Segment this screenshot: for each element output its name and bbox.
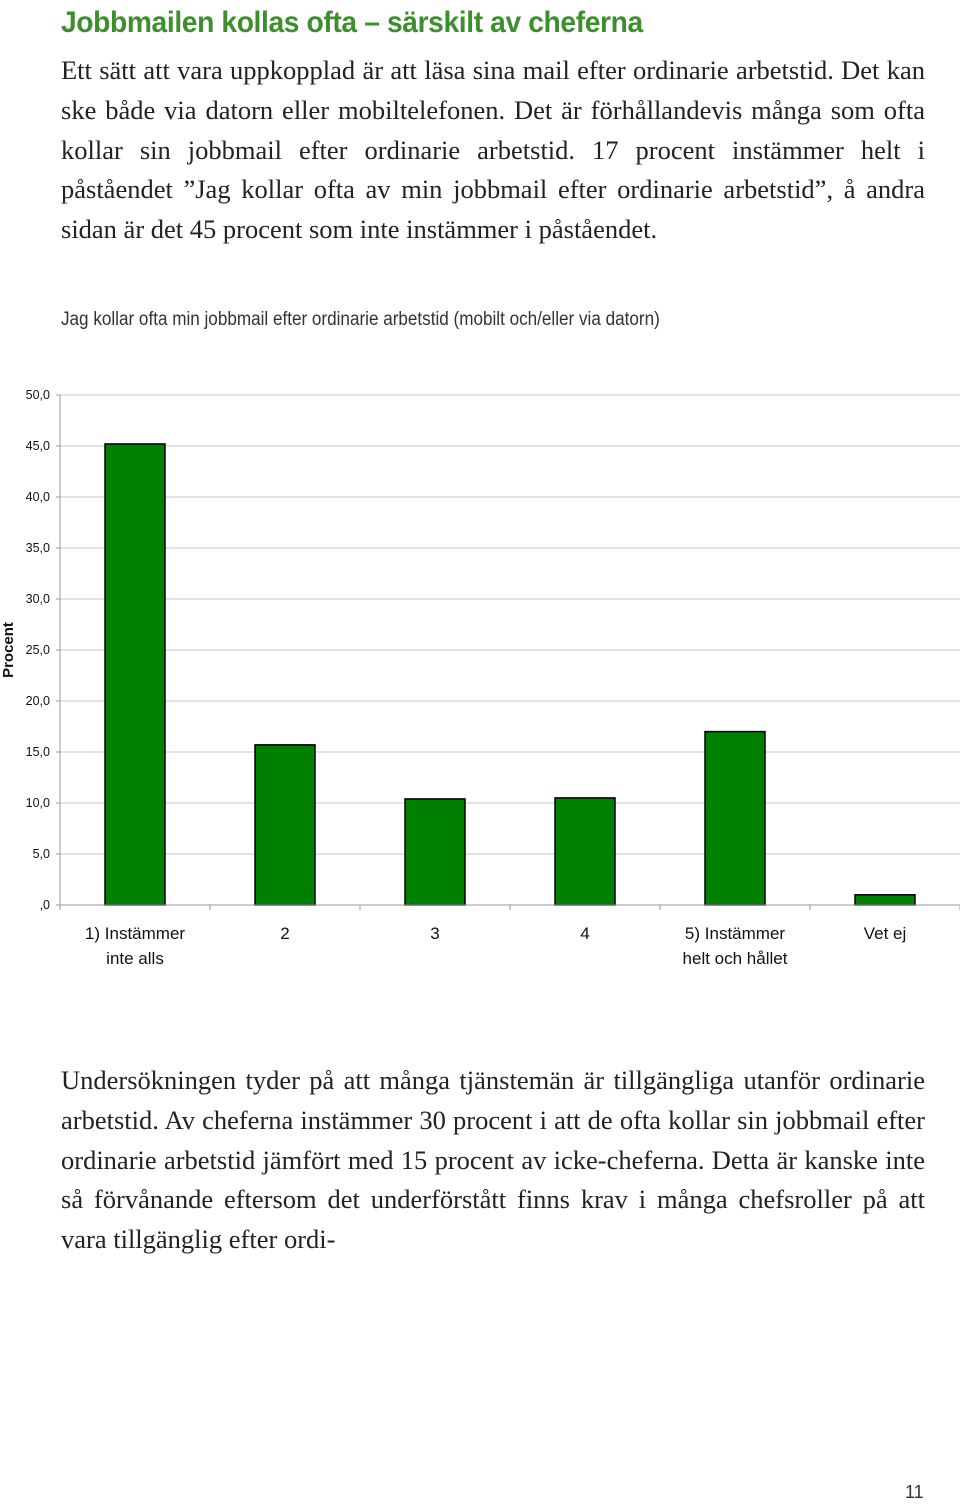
bar	[254, 744, 316, 906]
category-label: 3	[430, 924, 439, 943]
y-axis-title: Procent	[0, 622, 17, 678]
bar-chart: ,0 5,0 10,0 15,0 20,0 25,0 30,0 35,0 40,0 45,0 50,…	[0, 388, 960, 968]
category-label: Vet ej	[864, 924, 907, 943]
page-number: 11	[905, 1482, 924, 1502]
conclusion-paragraph: Undersökningen tyder på att många tjänst…	[61, 1065, 925, 1255]
bar	[854, 894, 916, 906]
bars	[104, 443, 916, 906]
y-tick-label: 45,0	[26, 439, 50, 453]
grid-lines	[60, 394, 960, 855]
bar	[104, 443, 166, 906]
y-tick-label: 25,0	[26, 643, 50, 657]
chart-title: Jag kollar ofta min jobbmail efter ordin…	[61, 309, 660, 330]
category-label: 5) Instämmer helt och hållet	[683, 924, 788, 968]
y-tick-label: 5,0	[33, 847, 50, 861]
labels: ,0 5,0 10,0 15,0 20,0 25,0 30,0 35,0 40,0 45,0 50,…	[0, 388, 906, 968]
y-tick-label: ,0	[40, 898, 50, 912]
intro-paragraph: Ett sätt att vara uppkopplad är att läsa…	[61, 55, 925, 245]
y-tick-label: 30,0	[26, 592, 50, 606]
bar	[554, 797, 616, 906]
section-heading: Jobbmailen kollas ofta – särskilt av che…	[61, 6, 643, 39]
axes	[56, 394, 960, 910]
y-tick-label: 15,0	[26, 745, 50, 759]
y-tick-label: 40,0	[26, 490, 50, 504]
y-tick-label: 10,0	[26, 796, 50, 810]
category-label: 4	[580, 924, 589, 943]
bar	[404, 798, 466, 906]
y-tick-label: 20,0	[26, 694, 50, 708]
y-tick-label: 35,0	[26, 541, 50, 555]
category-label: 1) Instämmer inte alls	[85, 924, 185, 968]
bar	[704, 730, 766, 906]
y-tick-label: 50,0	[26, 388, 50, 402]
category-label: 2	[280, 924, 289, 943]
